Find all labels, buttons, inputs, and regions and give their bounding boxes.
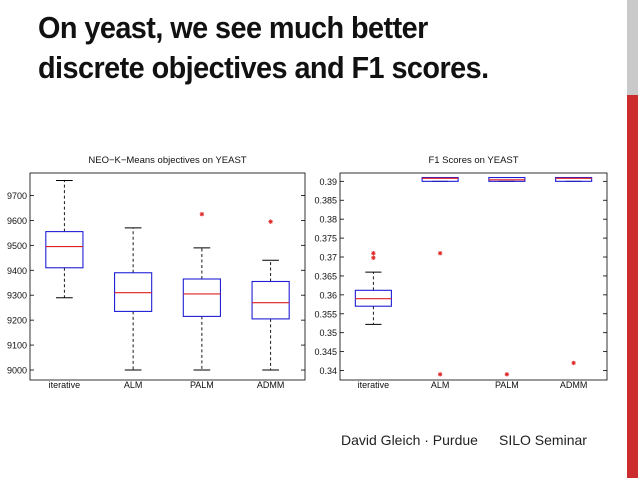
- outlier-marker: [504, 372, 510, 377]
- x-tick-label: ALM: [431, 380, 450, 390]
- outlier-stroke: [371, 251, 376, 256]
- box: [45, 231, 84, 269]
- x-tick-label: ALM: [124, 380, 143, 390]
- y-tick-label: 0.39: [319, 177, 337, 187]
- x-tick-label: iterative: [49, 380, 81, 390]
- y-tick-label: 0.345: [314, 347, 337, 357]
- y-tick-label: 0.38: [319, 215, 337, 225]
- box: [555, 176, 593, 182]
- outlier-marker: [437, 372, 443, 377]
- x-tick-label: ADMM: [257, 380, 285, 390]
- footer-author: David Gleich · Purdue: [341, 432, 478, 448]
- y-tick-label: 9100: [7, 341, 27, 351]
- outlier-stroke: [504, 372, 509, 377]
- x-tick-label: PALM: [190, 380, 214, 390]
- outlier-stroke: [199, 212, 204, 217]
- y-tick-label: 9200: [7, 316, 27, 326]
- y-tick-label: 0.385: [314, 196, 337, 206]
- y-tick-label: 9500: [7, 241, 27, 251]
- y-tick-label: 0.34: [319, 366, 337, 376]
- y-tick-label: 0.365: [314, 271, 337, 281]
- box-group-admm: [555, 176, 593, 366]
- box: [182, 278, 221, 317]
- outlier-marker: [371, 255, 376, 260]
- box: [251, 280, 290, 320]
- outlier-stroke: [571, 361, 576, 365]
- y-tick-label: 9300: [7, 291, 27, 301]
- objective-boxplot: NEO−K−Means objectives on YEAST 9000 9100 9…: [7, 155, 306, 390]
- accent-bar: [627, 0, 638, 478]
- box-group-iterative: [45, 179, 84, 299]
- outlier-stroke: [268, 219, 273, 224]
- y-tick-label: 0.35: [319, 328, 337, 338]
- chart-title: F1 Scores on YEAST: [428, 155, 518, 166]
- plot-frame: [339, 172, 608, 381]
- y-tick-label: 9000: [7, 366, 27, 376]
- box-group-iterative: [354, 251, 392, 325]
- outlier-marker: [199, 211, 205, 217]
- slide-title: On yeast, we see much better discrete ob…: [38, 8, 559, 88]
- y-tick-label: 0.36: [319, 290, 337, 300]
- slide-title-line-2: discrete objectives and F1 scores.: [38, 50, 489, 85]
- outlier-stroke: [438, 251, 443, 256]
- box-group-admm: [251, 219, 290, 371]
- y-tick-label: 0.355: [314, 309, 337, 319]
- box-group-alm: [114, 227, 153, 371]
- y-tick-label: 9600: [7, 216, 27, 226]
- box-group-palm: [182, 211, 221, 371]
- y-tick-label: 0.375: [314, 234, 337, 244]
- x-tick-label: ADMM: [560, 380, 588, 390]
- outlier-marker: [268, 219, 273, 224]
- x-tick-label: PALM: [495, 380, 519, 390]
- outlier-stroke: [371, 255, 376, 260]
- box-group-alm: [421, 176, 459, 377]
- footer-event: SILO Seminar: [499, 432, 587, 448]
- y-tick-label: 0.37: [319, 253, 337, 263]
- y-tick-label: 9400: [7, 266, 27, 276]
- slide-title-line-1: On yeast, we see much better: [38, 10, 428, 45]
- box: [114, 272, 153, 312]
- plot-frame: [29, 172, 306, 381]
- outlier-marker: [571, 360, 576, 366]
- f1-boxplot: F1 Scores on YEAST 0.34 0.345 0.35 0.355 0.36…: [314, 155, 608, 390]
- chart-title: NEO−K−Means objectives on YEAST: [88, 155, 246, 166]
- box-group-palm: [488, 176, 526, 377]
- outlier-marker: [371, 251, 376, 256]
- outlier-marker: [437, 251, 443, 256]
- box: [421, 176, 459, 182]
- y-tick-label: 9700: [7, 191, 27, 201]
- x-tick-label: iterative: [358, 380, 390, 390]
- outlier-stroke: [438, 372, 443, 377]
